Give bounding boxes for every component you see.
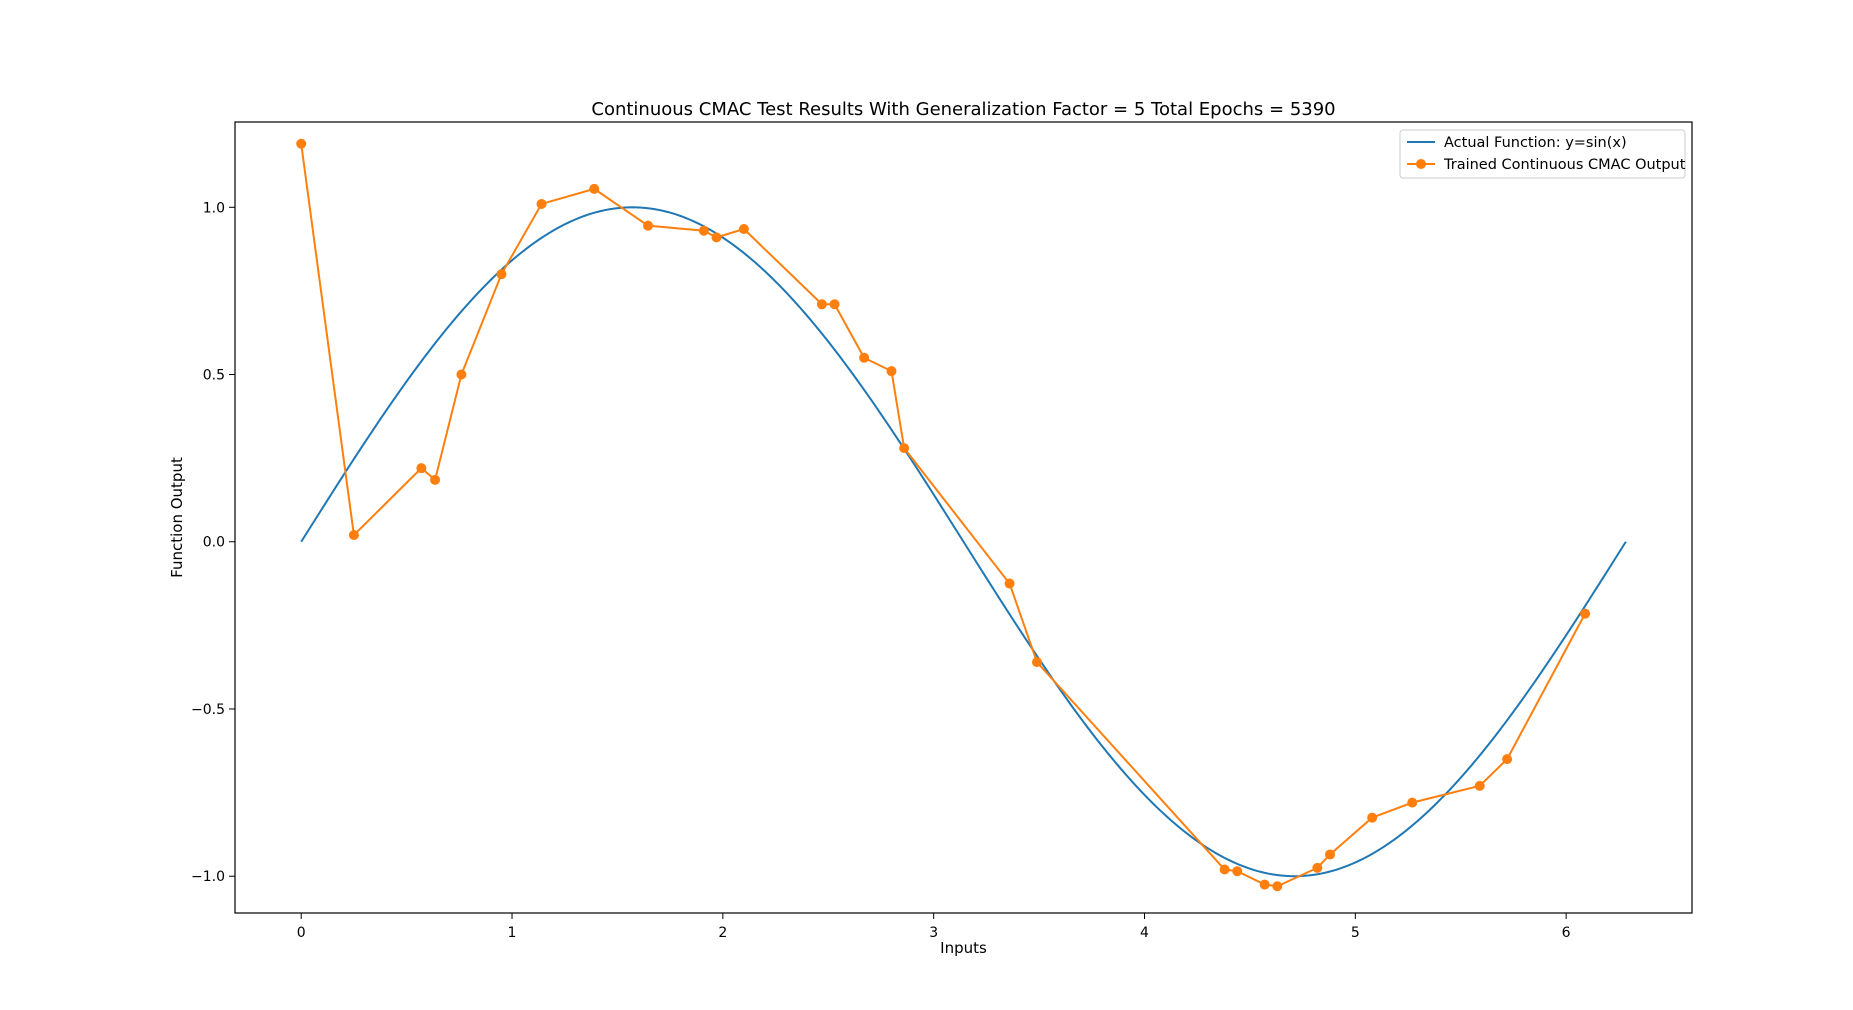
cmac-point-20	[1232, 866, 1243, 877]
cmac-point-5	[496, 269, 507, 280]
x-tick-label-4: 4	[1140, 925, 1149, 941]
x-tick-label-6: 6	[1562, 925, 1571, 941]
axes-frame	[234, 121, 1693, 914]
cmac-point-23	[1312, 862, 1323, 873]
series-line-actual-sin	[300, 206, 1627, 878]
y-tick-label-3: 0.5	[203, 368, 225, 384]
cmac-point-29	[1580, 608, 1591, 619]
x-tick-label-5: 5	[1351, 925, 1360, 941]
cmac-point-22	[1272, 881, 1283, 892]
y-tick-label-2: 0.0	[203, 535, 225, 551]
x-tick-label-3: 3	[929, 925, 938, 941]
cmac-point-15	[886, 366, 897, 377]
cmac-point-7	[589, 183, 600, 194]
cmac-point-26	[1407, 797, 1418, 808]
series-line-cmac-output	[300, 143, 1586, 888]
cmac-point-11	[738, 224, 749, 235]
cmac-point-0	[296, 138, 307, 149]
legend-label-cmac: Trained Continuous CMAC Output	[1443, 157, 1686, 173]
cmac-point-21	[1259, 879, 1270, 890]
cmac-point-3	[430, 474, 441, 485]
cmac-point-19	[1219, 864, 1230, 875]
y-tick-label-4: 1.0	[203, 200, 225, 216]
cmac-point-2	[416, 463, 427, 474]
cmac-point-17	[1004, 578, 1015, 589]
y-axis-label: Function Output	[168, 457, 186, 578]
legend: Actual Function: y=sin(x) Trained Contin…	[1399, 129, 1686, 179]
cmac-point-25	[1367, 812, 1378, 823]
y-tick-label-0: −1.0	[191, 869, 225, 885]
legend-marker-cmac	[1416, 159, 1426, 169]
ticks: 0 1 2 3 4 5 6 −1.0 −0.5 0.0 0.5 1.0	[191, 200, 1571, 941]
cmac-point-6	[536, 198, 547, 209]
x-axis-label: Inputs	[940, 939, 987, 957]
cmac-point-4	[456, 369, 467, 380]
cmac-point-1	[348, 530, 359, 541]
cmac-point-27	[1474, 780, 1485, 791]
x-tick-label-2: 2	[718, 925, 727, 941]
cmac-point-28	[1502, 754, 1513, 765]
cmac-point-14	[859, 352, 870, 363]
cmac-point-10	[711, 232, 722, 243]
cmac-point-12	[816, 299, 827, 310]
cmac-point-13	[829, 299, 840, 310]
chart-title: Continuous CMAC Test Results With Genera…	[591, 99, 1335, 120]
cmac-point-9	[698, 225, 709, 236]
cmac-point-8	[643, 220, 653, 231]
plot-area	[296, 138, 1627, 892]
legend-frame	[1399, 129, 1686, 179]
x-tick-label-0: 0	[297, 925, 306, 941]
y-tick-label-1: −0.5	[191, 702, 225, 718]
cmac-point-16	[899, 443, 910, 454]
x-tick-label-1: 1	[508, 925, 517, 941]
cmac-point-24	[1325, 849, 1336, 860]
cmac-point-18	[1031, 657, 1042, 668]
legend-label-actual: Actual Function: y=sin(x)	[1444, 135, 1627, 151]
